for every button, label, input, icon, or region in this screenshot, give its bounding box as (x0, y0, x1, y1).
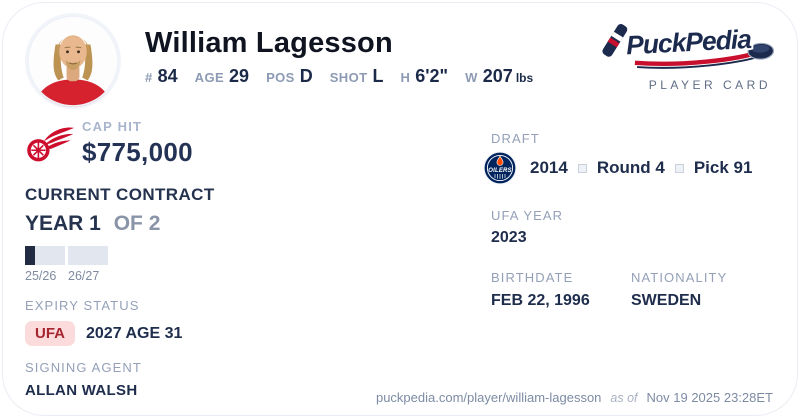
draft-pick: Pick 91 (693, 158, 753, 177)
stat-position: POS D (266, 66, 313, 87)
nationality-block: NATIONALITY SWEDEN (631, 270, 727, 310)
draft-year: 2014 (530, 158, 568, 177)
draft-label: DRAFT (491, 131, 540, 146)
oilers-logo-text: OILERS (488, 168, 512, 174)
signing-agent-name: ALLAN WALSH (25, 382, 138, 399)
birthdate-value: FEB 22, 1996 (491, 292, 590, 309)
separator-square-icon (577, 163, 587, 173)
footer-timestamp: Nov 19 2025 23:28ET (646, 390, 773, 405)
stat-position-label: POS (266, 70, 295, 86)
stat-height: H 6'2" (400, 66, 448, 87)
bio-column: DRAFT OILERS 2014 Round 4 Pick 91 UFA YE… (483, 131, 783, 310)
stat-number-label: # (145, 70, 153, 86)
ufa-year-value: 2023 (491, 229, 527, 246)
puckpedia-logo-text: PuckPedia (625, 24, 752, 61)
header: William Lagesson # 84 AGE 29 POS D SHOT … (25, 13, 777, 109)
stat-age-label: AGE (194, 70, 225, 86)
nationality-label: NATIONALITY (631, 270, 728, 285)
contract-year-line: YEAR 1 OF 2 (25, 212, 455, 236)
cap-hit-block: CAP HIT $775,000 (82, 119, 193, 168)
expiry-status-label: EXPIRY STATUS (25, 298, 140, 313)
ufa-year-label: UFA YEAR (491, 208, 564, 223)
puckpedia-logo-icon: PuckPedia (602, 22, 775, 69)
separator-square-icon (674, 163, 684, 173)
player-photo (25, 13, 121, 109)
expiry-status-row: UFA 2027 AGE 31 (25, 321, 455, 346)
draft-round: Round 4 (596, 158, 665, 177)
season-bar-2526-fill (25, 246, 35, 265)
expiry-detail: 2027 AGE 31 (86, 324, 183, 342)
signing-agent-label: SIGNING AGENT (25, 360, 142, 375)
stat-position-value: D (299, 66, 313, 87)
current-contract-heading: CURRENT CONTRACT (25, 185, 215, 204)
stat-height-label: H (400, 70, 411, 86)
hockey-stick-icon (602, 24, 628, 57)
title-block: William Lagesson # 84 AGE 29 POS D SHOT … (145, 13, 550, 87)
stat-height-value: 6'2" (415, 66, 449, 87)
stat-weight-unit: lbs (515, 71, 534, 86)
season-label-2526: 25/26 (25, 269, 57, 283)
stat-shot-value: L (372, 66, 384, 87)
birthdate-label: BIRTHDATE (491, 270, 574, 285)
season-bar-2526 (25, 246, 65, 265)
season-bar-2627 (68, 246, 108, 265)
footer-url[interactable]: puckpedia.com/player/william-lagesson (375, 390, 602, 405)
season-progress-bars (25, 246, 455, 265)
stat-weight-label: W (465, 70, 478, 86)
season-labels: 25/26 26/27 (25, 269, 455, 283)
stat-number: # 84 (145, 66, 178, 87)
stat-shot-label: SHOT (329, 70, 368, 86)
oilers-logo-icon: OILERS (483, 151, 517, 185)
stat-weight: W 207 lbs (465, 66, 533, 87)
cap-hit-value: $775,000 (82, 137, 193, 167)
stat-shot: SHOT L (330, 66, 384, 87)
stat-weight-value: 207 (482, 66, 513, 87)
contract-year-of: OF 2 (113, 212, 161, 235)
player-stats-row: # 84 AGE 29 POS D SHOT L H 6'2" (145, 66, 550, 87)
player-name: William Lagesson (145, 27, 393, 59)
season-label-2627: 26/27 (68, 269, 100, 283)
brand-block: PuckPedia PLAYER CARD (587, 13, 777, 92)
ufa-status-badge: UFA (25, 321, 75, 346)
footer-as-of: as of (610, 391, 638, 405)
stat-number-value: 84 (157, 66, 178, 87)
birth-nationality-row: BIRTHDATE FEB 22, 1996 NATIONALITY SWEDE… (491, 270, 783, 310)
draft-row: OILERS 2014 Round 4 Pick 91 (483, 151, 783, 185)
stat-age-value: 29 (229, 66, 250, 87)
red-wings-logo-icon (27, 126, 75, 161)
player-photo-illustration (27, 15, 119, 107)
birthdate-block: BIRTHDATE FEB 22, 1996 (491, 270, 593, 310)
cap-hit-label: CAP HIT (82, 119, 143, 134)
contract-year-current: YEAR 1 (25, 212, 101, 235)
stat-age: AGE 29 (195, 66, 249, 87)
contract-column: CAP HIT $775,000 CURRENT CONTRACT YEAR 1… (25, 119, 455, 399)
cap-hit-row: CAP HIT $775,000 (25, 119, 455, 168)
nationality-value: SWEDEN (631, 292, 702, 309)
brand-tagline: PLAYER CARD (648, 78, 771, 92)
footer: puckpedia.com/player/william-lagesson as… (376, 390, 773, 405)
